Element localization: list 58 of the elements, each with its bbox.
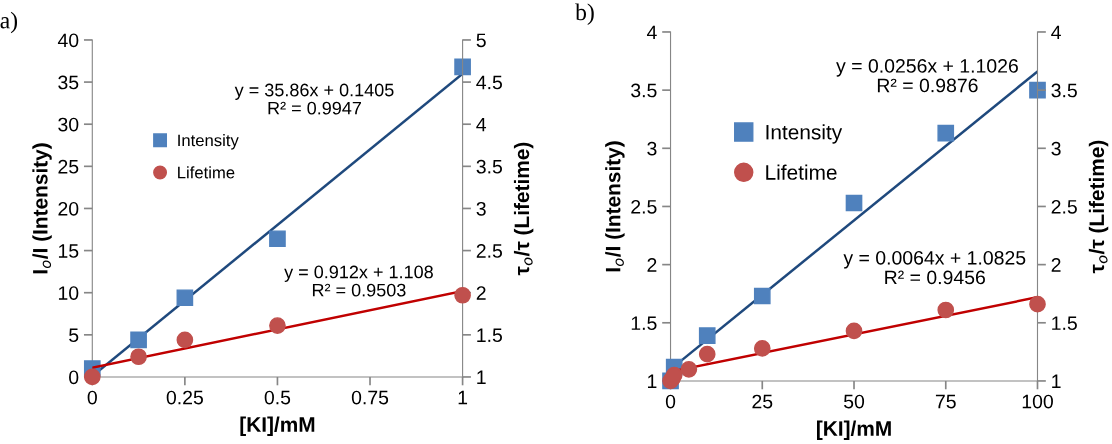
- y-tick-label: 3: [647, 141, 657, 156]
- y2-tick-label: 1: [477, 370, 486, 384]
- annotation: y = 35.86x + 0.1405 R² = 0.9947: [234, 83, 394, 115]
- y2-tick-label: 1.5: [1052, 316, 1077, 331]
- y-tick-label: 1.5: [631, 316, 657, 331]
- text: b): [575, 3, 594, 25]
- x-tick-label: 0.25: [166, 390, 203, 405]
- y2-tick-label: 4: [1051, 25, 1061, 40]
- annotation: y = 0.912x + 1.108 R² = 0.9503: [284, 265, 433, 297]
- y2-tick-label: 4: [476, 117, 487, 132]
- x-tick-label: 50: [843, 394, 865, 409]
- y-axis-title: I$_{o}$/I (Intensity): [605, 141, 625, 272]
- annotation: y = 0.0064x + 1.0825 R² = 0.9456: [843, 250, 1026, 285]
- legend-label: Intensity: [178, 134, 239, 150]
- y-tick-label: 20: [58, 201, 79, 216]
- y2-tick-label: 2.5: [1051, 199, 1077, 214]
- x-axis-title: [KI]/mM: [817, 420, 891, 441]
- y-tick-label: 2.5: [631, 199, 657, 214]
- y2-tick-label: 2: [1051, 258, 1061, 272]
- legend-label: Intensity: [766, 124, 843, 144]
- y2-tick-label: 1.5: [477, 328, 502, 343]
- y-tick-label: 25: [58, 159, 79, 174]
- y-axis-title: I$_{o}$/I (Intensity): [32, 143, 52, 274]
- y-tick-label: 40: [57, 33, 79, 48]
- legend-label: Lifetime: [178, 166, 235, 179]
- x-tick-label: 0: [665, 394, 676, 409]
- y-tick-label: 5: [69, 328, 79, 343]
- x-tick-label: 75: [935, 394, 956, 409]
- y-tick-label: 3.5: [631, 83, 657, 98]
- y-tick-label: 1: [648, 374, 657, 388]
- y2-tick-label: 2.5: [476, 244, 502, 258]
- y2-tick-label: 1: [1052, 374, 1061, 388]
- y-tick-label: 30: [58, 117, 79, 132]
- y2-tick-label: 3.5: [476, 159, 502, 174]
- y-tick-label: 35: [58, 75, 79, 90]
- y-tick-label: 0: [69, 370, 79, 385]
- y2-tick-label: 3: [1051, 141, 1061, 156]
- y2-tick-label: 5: [476, 33, 486, 48]
- x-tick-label: 0.75: [351, 390, 389, 405]
- y-tick-label: 4: [646, 25, 657, 40]
- y2-axis-title: τ$_{o}$/τ (Lifetime): [1088, 140, 1109, 274]
- legend-label: Lifetime: [766, 164, 837, 180]
- y2-tick-label: 2: [476, 286, 486, 300]
- annotation: y = 0.0256x + 1.1026 R² = 0.9876: [836, 59, 1018, 93]
- x-axis-title: [KI]/mM: [240, 416, 315, 437]
- x-tick-label: 1: [458, 390, 468, 405]
- y-tick-label: 10: [58, 286, 79, 300]
- x-tick-label: 100: [1022, 394, 1053, 409]
- y-tick-label: 2: [647, 258, 657, 272]
- y2-tick-label: 3.5: [1051, 83, 1077, 98]
- x-tick-label: 0.5: [264, 390, 291, 405]
- x-tick-label: 25: [752, 394, 773, 409]
- y2-tick-label: 4.5: [476, 75, 502, 90]
- y2-tick-label: 3: [476, 201, 486, 216]
- x-tick-label: 0: [87, 390, 97, 405]
- y-tick-label: 15: [58, 244, 79, 258]
- y2-axis-title: τ$_{o}$/τ (Lifetime): [513, 142, 534, 276]
- text: a): [0, 11, 18, 34]
